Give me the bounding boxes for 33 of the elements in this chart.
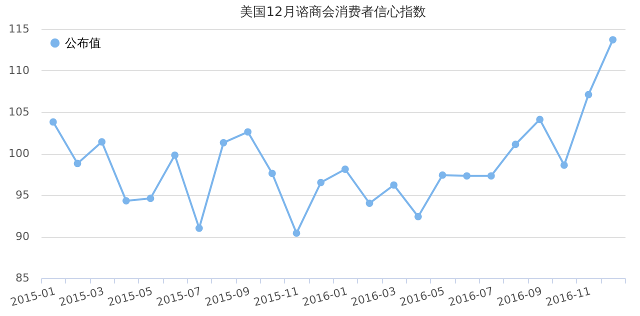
point [438, 171, 446, 179]
y-tick-label: 90 [16, 230, 30, 243]
point [609, 36, 617, 44]
y-tick-label: 115 [8, 22, 30, 36]
point [49, 118, 57, 126]
point [98, 138, 106, 146]
point [414, 212, 422, 220]
point [536, 116, 544, 124]
point [292, 229, 300, 237]
point [317, 178, 325, 186]
point [390, 181, 398, 189]
y-tick-label: 105 [8, 106, 30, 118]
point [463, 172, 471, 180]
point [512, 140, 520, 148]
point [268, 170, 276, 178]
point [366, 200, 374, 207]
y-tick-label: 85 [16, 272, 30, 284]
point [146, 194, 154, 202]
point [244, 128, 252, 136]
legend-label: 公布值 [65, 36, 101, 50]
y-tick-label: 110 [8, 64, 30, 77]
point [584, 90, 592, 98]
point [341, 166, 349, 173]
y-tick-label: 100 [8, 147, 30, 160]
point [122, 197, 130, 205]
point [195, 224, 203, 232]
chart-title: 美国12月谘商会消费者信心指数 [240, 4, 426, 20]
point [560, 161, 568, 169]
point [220, 139, 228, 146]
point [171, 151, 179, 159]
point [487, 172, 495, 180]
point [74, 160, 82, 168]
y-tick-label: 95 [16, 188, 30, 202]
